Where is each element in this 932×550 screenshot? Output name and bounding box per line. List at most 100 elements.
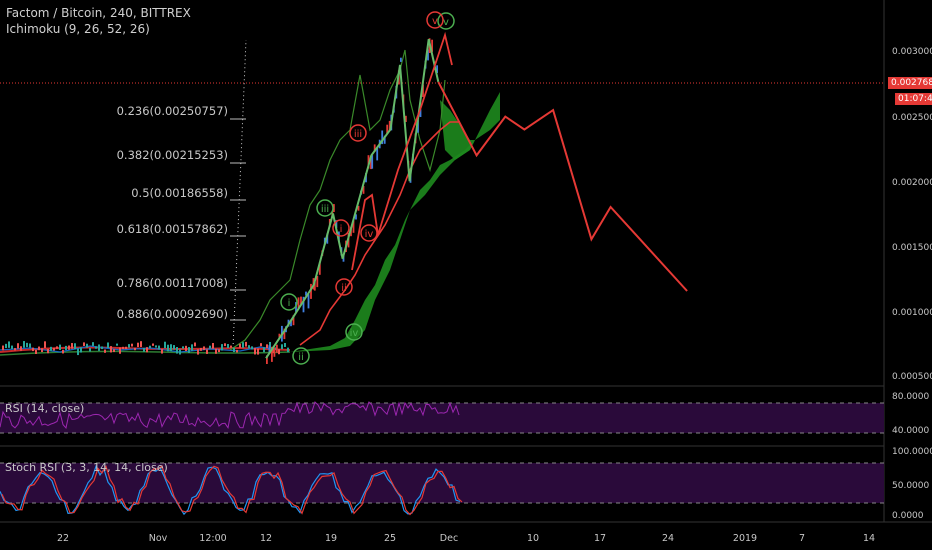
fib-label-0618: 0.618(0.00157862) [116, 222, 228, 236]
rsi-line [0, 401, 460, 429]
candle [271, 346, 273, 362]
green-wave-label-circle [280, 293, 298, 311]
green-wave-label: ii [298, 352, 304, 363]
candle [236, 349, 238, 353]
candle [47, 348, 49, 354]
time-label: 24 [661, 533, 675, 544]
candle [302, 296, 305, 313]
candle [383, 135, 386, 144]
time-label: 25 [383, 533, 397, 544]
candle [176, 347, 178, 354]
candle [352, 220, 355, 233]
price-label: 0.00150000 [892, 243, 932, 253]
candle [8, 341, 10, 348]
projection-path [437, 81, 688, 292]
candle [110, 346, 112, 353]
candle [263, 347, 265, 353]
candle [92, 342, 94, 346]
candle [119, 347, 121, 354]
stoch-axis-label: 50.0000 [892, 481, 930, 491]
candle [400, 57, 402, 62]
green-wave-label-circle [316, 199, 334, 217]
red-wave-label: ii [341, 283, 347, 294]
red-wave-label-circle [335, 278, 353, 296]
rsi-axis-label: 40.0000 [892, 426, 930, 436]
candle [297, 297, 300, 309]
green-wave-label-circle [437, 12, 455, 30]
candle [292, 315, 295, 326]
fib-ticks [230, 118, 246, 321]
candle [179, 349, 181, 355]
candle [197, 349, 199, 355]
time-label: 17 [593, 533, 607, 544]
stoch-d-line [1, 464, 463, 516]
rsi-title[interactable]: RSI (14, close) [5, 402, 85, 415]
green-wave-label: iv [350, 328, 359, 339]
candle [357, 205, 360, 211]
candle [71, 343, 73, 349]
candle [185, 345, 187, 352]
candle [251, 346, 253, 350]
candle [158, 345, 160, 350]
fib-label-0236: 0.236(0.00250757) [116, 104, 228, 118]
time-label: 19 [324, 533, 338, 544]
candle [113, 349, 115, 353]
fib-label-0382: 0.382(0.00215253) [116, 148, 228, 162]
candle [371, 155, 374, 169]
candle [248, 345, 250, 349]
countdown-tag: 01:07:42 [895, 93, 932, 105]
candle [41, 348, 43, 353]
candle [260, 343, 262, 347]
candle [14, 348, 16, 351]
candle [50, 346, 52, 351]
candle [436, 65, 438, 73]
candle [101, 346, 103, 350]
candle [212, 343, 214, 349]
candle [230, 345, 232, 348]
candle [221, 344, 223, 351]
red-wave-label-circle [332, 219, 350, 237]
candle [59, 344, 61, 351]
rsi-band [0, 403, 884, 433]
time-label: Dec [439, 533, 459, 544]
indicator-title[interactable]: Ichimoku (9, 26, 52, 26) [6, 22, 150, 36]
red-wave-label-circle [426, 11, 444, 29]
candle [287, 347, 289, 353]
candle [104, 349, 106, 353]
green-wave-label: v [443, 17, 449, 28]
candle [155, 345, 157, 348]
candle [276, 344, 278, 353]
candle [188, 347, 190, 353]
red-wave-label: iv [365, 229, 374, 240]
time-label: 7 [798, 533, 806, 544]
stoch-k-line [0, 464, 461, 516]
candle [266, 355, 268, 364]
candle [268, 345, 271, 354]
red-wave-label: iii [354, 129, 362, 140]
time-label: 22 [56, 533, 70, 544]
candle [316, 276, 319, 288]
fib-anchor-line [232, 39, 247, 349]
red-wave-label-circle [349, 124, 367, 142]
candle [107, 342, 109, 349]
candle [224, 343, 226, 347]
stoch-title[interactable]: Stoch RSI (3, 3, 14, 14, close) [5, 461, 168, 474]
candle [89, 348, 91, 352]
candle [53, 347, 55, 351]
candle [146, 347, 148, 353]
candle [83, 342, 85, 347]
candle [134, 347, 136, 351]
candle [122, 346, 124, 350]
candle [381, 130, 384, 145]
main-pane[interactable] [0, 0, 884, 385]
candle [242, 342, 244, 348]
price-label: 0.00200000 [892, 178, 932, 188]
candle [417, 120, 419, 133]
candle [182, 346, 184, 349]
candle [300, 296, 302, 305]
candle [38, 346, 40, 351]
red-wave-label: i [340, 224, 343, 235]
candle [68, 345, 70, 350]
candle [278, 333, 281, 339]
